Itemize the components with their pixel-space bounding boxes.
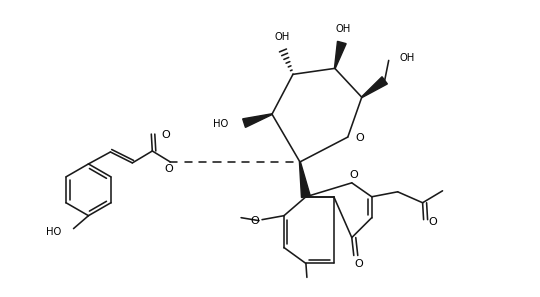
Text: O: O xyxy=(164,164,173,174)
Text: O: O xyxy=(161,130,170,140)
Text: O: O xyxy=(428,217,437,227)
Polygon shape xyxy=(242,114,272,127)
Text: OH: OH xyxy=(400,53,415,64)
Text: O: O xyxy=(354,260,363,269)
Text: O: O xyxy=(356,133,364,143)
Text: OH: OH xyxy=(335,23,350,34)
Text: HO: HO xyxy=(213,119,228,129)
Polygon shape xyxy=(361,77,387,97)
Polygon shape xyxy=(300,162,310,198)
Polygon shape xyxy=(334,41,346,69)
Text: HO: HO xyxy=(46,227,62,237)
Text: O: O xyxy=(250,216,259,226)
Text: O: O xyxy=(349,170,358,180)
Text: OH: OH xyxy=(274,31,289,42)
